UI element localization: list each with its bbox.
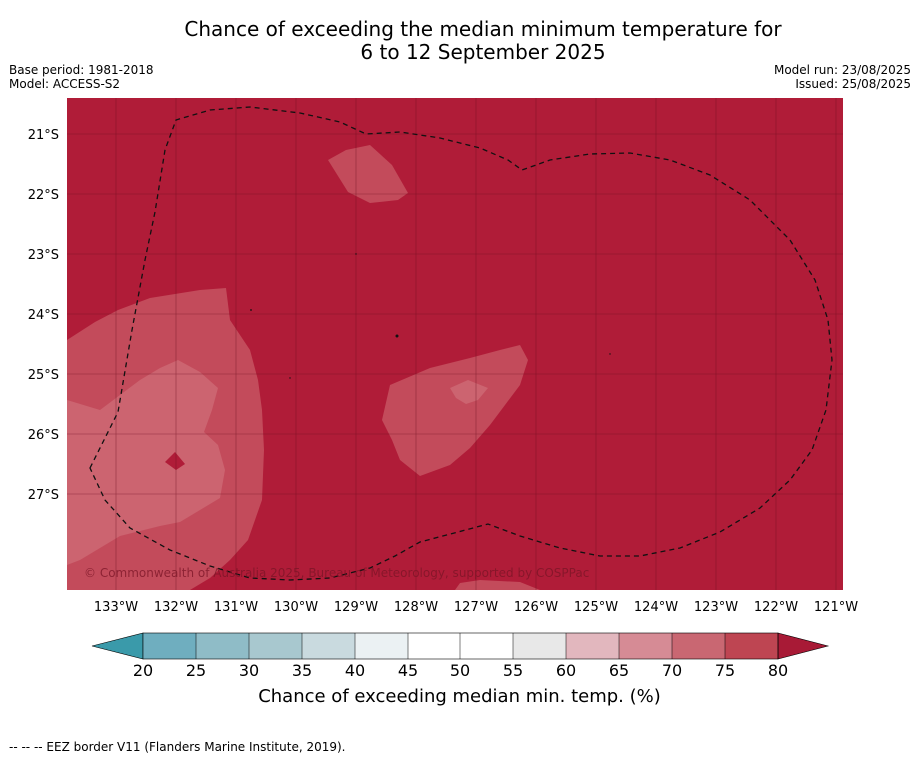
map-field xyxy=(67,98,843,590)
lon-labels: 133°W 132°W 131°W 130°W 129°W 128°W 127°… xyxy=(94,600,858,615)
lon-label-125: 125°W xyxy=(574,600,618,615)
lon-label-131: 131°W xyxy=(214,600,258,615)
cbar-tick-30: 30 xyxy=(239,661,259,680)
field-75-80-north xyxy=(328,145,408,203)
model-run: Model run: 23/08/2025 xyxy=(773,63,911,77)
lat-labels: 21°S 22°S 23°S 24°S 25°S 26°S 27°S xyxy=(28,128,59,503)
cbar-tick-60: 60 xyxy=(556,661,576,680)
cbar-tick-80: 80 xyxy=(768,661,788,680)
colorbar: 20 25 30 35 40 45 50 55 60 65 70 75 80 xyxy=(91,632,830,680)
lat-label-23: 23°S xyxy=(28,248,59,263)
field-75-80-central xyxy=(382,345,528,476)
colorbar-bin-55-60 xyxy=(513,633,566,659)
field-70-75-west xyxy=(67,360,225,565)
colorbar-bin-70-75 xyxy=(672,633,725,659)
lon-label-121: 121°W xyxy=(814,600,858,615)
colorbar-low-extend xyxy=(91,632,144,660)
colorbar-bin-60-65 xyxy=(566,633,619,659)
cbar-tick-75: 75 xyxy=(715,661,735,680)
colorbar-bin-50-55 xyxy=(460,633,513,659)
lat-label-25: 25°S xyxy=(28,368,59,383)
lon-label-130: 130°W xyxy=(274,600,318,615)
colorbar-high-extend xyxy=(777,632,830,660)
colorbar-frame xyxy=(142,632,779,660)
base-period: Base period: 1981-2018 xyxy=(9,63,154,77)
lon-label-132: 132°W xyxy=(154,600,198,615)
meta-left: Base period: 1981-2018 Model: ACCESS-S2 xyxy=(9,63,154,91)
colorbar-bin-75-80 xyxy=(725,633,778,659)
gridlines xyxy=(67,98,843,590)
colorbar-bin-45-50 xyxy=(408,633,460,659)
title-line-1: Chance of exceeding the median minimum t… xyxy=(184,17,782,41)
lat-label-21: 21°S xyxy=(28,128,59,143)
eez-footnote: -- -- -- EEZ border V11 (Flanders Marine… xyxy=(9,740,346,754)
field-70-75-central xyxy=(450,380,488,404)
cbar-tick-35: 35 xyxy=(292,661,312,680)
colorbar-label: Chance of exceeding median min. temp. (%… xyxy=(258,686,661,707)
colorbar-bin-40-45 xyxy=(355,633,408,659)
lon-label-122: 122°W xyxy=(754,600,798,615)
cbar-tick-20: 20 xyxy=(133,661,153,680)
lon-label-127: 127°W xyxy=(454,600,498,615)
colorbar-bin-65-70 xyxy=(619,633,672,659)
colorbar-bin-30-35 xyxy=(249,633,302,659)
meta-right: Model run: 23/08/2025 Issued: 25/08/2025 xyxy=(774,63,911,91)
cbar-tick-25: 25 xyxy=(186,661,206,680)
copyright-text: © Commonwealth of Australia 2025, Bureau… xyxy=(84,566,589,580)
issued-date: Issued: 25/08/2025 xyxy=(795,77,911,91)
eez-border xyxy=(89,106,833,581)
lat-label-24: 24°S xyxy=(28,308,59,323)
colorbar-bin-25-30 xyxy=(196,633,249,659)
lon-label-126: 126°W xyxy=(514,600,558,615)
colorbar-bin-35-40 xyxy=(302,633,355,659)
lon-label-124: 124°W xyxy=(634,600,678,615)
lon-label-128: 128°W xyxy=(394,600,438,615)
lon-label-133: 133°W xyxy=(94,600,138,615)
cbar-tick-65: 65 xyxy=(609,661,629,680)
cbar-tick-40: 40 xyxy=(345,661,365,680)
lat-label-27: 27°S xyxy=(28,488,59,503)
title-line-2: 6 to 12 September 2025 xyxy=(360,40,606,64)
lat-label-26: 26°S xyxy=(28,428,59,443)
lon-label-123: 123°W xyxy=(694,600,738,615)
colorbar-bin-20-25 xyxy=(143,633,196,659)
cbar-tick-45: 45 xyxy=(398,661,418,680)
island-marks xyxy=(250,253,611,379)
lat-label-22: 22°S xyxy=(28,188,59,203)
cbar-tick-70: 70 xyxy=(662,661,682,680)
lon-label-129: 129°W xyxy=(334,600,378,615)
cbar-tick-50: 50 xyxy=(450,661,470,680)
model-name: Model: ACCESS-S2 xyxy=(9,77,121,91)
cbar-tick-55: 55 xyxy=(503,661,523,680)
chart-title: Chance of exceeding the median minimum t… xyxy=(0,18,919,64)
field-gt80-spot xyxy=(165,452,185,470)
